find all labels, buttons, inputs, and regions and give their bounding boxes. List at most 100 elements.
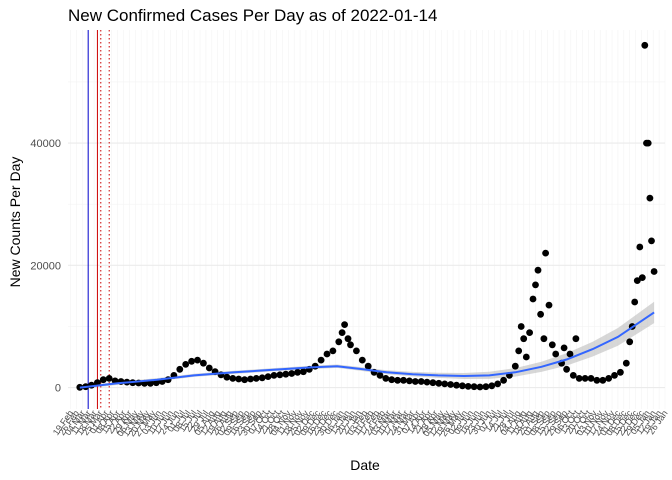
data-point xyxy=(394,376,401,384)
data-point xyxy=(494,380,502,388)
data-point xyxy=(205,364,213,372)
data-point xyxy=(545,301,553,309)
data-point xyxy=(464,383,472,390)
data-point xyxy=(622,359,630,367)
data-point xyxy=(341,321,348,328)
data-point xyxy=(515,347,523,355)
data-point xyxy=(572,335,580,343)
data-point xyxy=(176,365,184,373)
y-tick-label: 0 xyxy=(55,383,61,395)
y-tick-labels: 0 20000 40000 xyxy=(30,138,61,395)
data-point xyxy=(300,368,307,376)
data-point xyxy=(276,371,284,379)
data-point xyxy=(631,298,639,306)
data-points xyxy=(76,41,658,391)
data-point xyxy=(188,357,196,365)
data-point xyxy=(548,341,556,349)
data-point xyxy=(520,335,528,343)
data-point xyxy=(522,353,530,361)
data-point xyxy=(252,375,260,382)
data-point xyxy=(335,338,343,346)
data-point xyxy=(575,375,583,382)
data-point xyxy=(152,379,160,387)
smooth-line xyxy=(79,311,655,389)
data-point xyxy=(411,378,419,385)
data-point xyxy=(617,368,624,376)
data-point xyxy=(264,373,272,380)
data-point xyxy=(517,323,525,330)
data-point xyxy=(344,335,352,343)
data-point xyxy=(636,243,644,251)
data-point xyxy=(235,375,243,383)
data-point xyxy=(382,375,390,382)
data-point xyxy=(270,372,278,379)
major-grid xyxy=(68,142,665,389)
data-point xyxy=(423,378,431,386)
data-point xyxy=(560,344,568,352)
data-point xyxy=(605,375,613,382)
data-point xyxy=(511,362,519,370)
data-point xyxy=(200,359,207,367)
data-point xyxy=(611,372,618,379)
data-point xyxy=(500,376,507,384)
data-point xyxy=(388,376,396,384)
smooth-confidence-band xyxy=(79,301,655,390)
data-point xyxy=(593,376,601,384)
data-point xyxy=(529,295,537,303)
data-point xyxy=(429,379,437,387)
data-point xyxy=(563,365,570,373)
data-point xyxy=(646,194,654,202)
x-axis-label: Date xyxy=(350,457,380,473)
data-point xyxy=(223,373,231,381)
data-point xyxy=(229,375,237,382)
data-point xyxy=(364,362,372,370)
data-point xyxy=(376,372,384,379)
data-point xyxy=(641,41,649,49)
data-point xyxy=(338,329,346,336)
data-point xyxy=(400,376,407,384)
data-point xyxy=(282,370,290,378)
data-point xyxy=(358,356,366,364)
data-point xyxy=(534,266,542,274)
y-tick-label: 40000 xyxy=(30,138,61,150)
data-point xyxy=(99,376,107,384)
data-point xyxy=(182,361,190,368)
data-point xyxy=(599,376,607,384)
data-point xyxy=(353,347,360,355)
reference-lines xyxy=(87,30,110,409)
data-point xyxy=(447,381,454,388)
data-point xyxy=(638,274,646,281)
data-point xyxy=(329,347,337,355)
data-point xyxy=(482,383,490,391)
y-axis-label: New Counts Per Day xyxy=(7,157,23,288)
data-point xyxy=(650,268,658,275)
y-tick-label: 20000 xyxy=(30,260,61,272)
data-point xyxy=(258,374,266,382)
data-point xyxy=(406,377,413,385)
data-point xyxy=(569,372,577,379)
data-point xyxy=(147,379,154,387)
data-point xyxy=(566,350,574,358)
data-point xyxy=(435,379,443,387)
data-point xyxy=(288,370,296,377)
data-point xyxy=(532,281,539,289)
data-point xyxy=(417,378,425,385)
confidence-band xyxy=(79,301,655,390)
chart-title: New Confirmed Cases Per Day as of 2022-0… xyxy=(68,6,437,25)
data-point xyxy=(581,375,589,382)
data-point xyxy=(441,380,449,388)
data-point xyxy=(626,338,634,346)
smooth-trend xyxy=(79,311,655,389)
data-point xyxy=(241,376,249,384)
data-point xyxy=(537,310,544,318)
data-point xyxy=(347,341,354,349)
data-point xyxy=(587,375,595,382)
data-point xyxy=(540,335,548,343)
data-point xyxy=(542,249,549,257)
data-point xyxy=(552,350,560,358)
data-point xyxy=(648,237,655,245)
minor-grid xyxy=(68,30,666,409)
data-point xyxy=(633,277,641,284)
